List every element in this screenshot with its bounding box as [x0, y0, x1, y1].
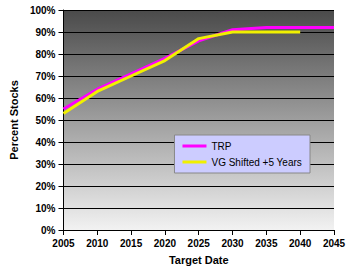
svg-text:20%: 20% [35, 181, 55, 192]
svg-text:2005: 2005 [52, 238, 75, 249]
svg-text:50%: 50% [35, 115, 55, 126]
svg-text:40%: 40% [35, 137, 55, 148]
svg-text:100%: 100% [30, 5, 56, 16]
svg-text:30%: 30% [35, 159, 55, 170]
svg-text:10%: 10% [35, 203, 55, 214]
svg-text:0%: 0% [41, 225, 56, 236]
svg-text:80%: 80% [35, 49, 55, 60]
svg-text:90%: 90% [35, 27, 55, 38]
svg-text:VG Shifted +5 Years: VG Shifted +5 Years [211, 157, 301, 168]
svg-text:2040: 2040 [289, 238, 312, 249]
svg-text:2035: 2035 [255, 238, 278, 249]
svg-text:TRP: TRP [211, 141, 231, 152]
svg-text:2025: 2025 [188, 238, 211, 249]
svg-text:60%: 60% [35, 93, 55, 104]
svg-text:2030: 2030 [221, 238, 244, 249]
svg-text:2010: 2010 [86, 238, 109, 249]
svg-text:2045: 2045 [323, 238, 346, 249]
svg-text:2020: 2020 [154, 238, 177, 249]
svg-text:Percent Stocks: Percent Stocks [8, 80, 20, 159]
svg-text:2015: 2015 [120, 238, 143, 249]
svg-text:Target Date: Target Date [169, 254, 229, 266]
svg-text:70%: 70% [35, 71, 55, 82]
